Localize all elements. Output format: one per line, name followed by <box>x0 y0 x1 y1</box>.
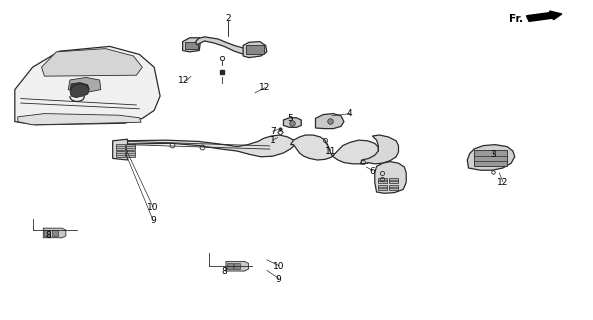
Text: 12: 12 <box>259 83 271 92</box>
Text: 10: 10 <box>147 203 159 212</box>
Polygon shape <box>126 151 135 157</box>
Text: 8: 8 <box>221 267 227 276</box>
Text: 4: 4 <box>347 109 353 118</box>
Polygon shape <box>361 135 398 164</box>
Polygon shape <box>43 228 66 238</box>
Text: 12: 12 <box>497 178 509 187</box>
Polygon shape <box>15 46 160 125</box>
Text: 12: 12 <box>178 76 190 85</box>
Polygon shape <box>42 49 142 76</box>
Text: 2: 2 <box>225 14 231 23</box>
Polygon shape <box>116 135 295 157</box>
Polygon shape <box>226 261 248 271</box>
Polygon shape <box>227 263 232 269</box>
Polygon shape <box>70 83 89 98</box>
Polygon shape <box>315 114 344 129</box>
Text: 9: 9 <box>276 275 282 284</box>
Polygon shape <box>113 139 127 160</box>
Polygon shape <box>44 230 50 236</box>
Polygon shape <box>183 38 200 52</box>
Text: Fr.: Fr. <box>509 14 523 24</box>
Polygon shape <box>467 145 515 170</box>
Text: 11: 11 <box>325 147 337 156</box>
Polygon shape <box>246 45 264 54</box>
Polygon shape <box>18 114 141 125</box>
Polygon shape <box>378 185 387 190</box>
Polygon shape <box>474 150 507 166</box>
Polygon shape <box>378 178 387 183</box>
Polygon shape <box>52 230 58 236</box>
Polygon shape <box>375 162 406 193</box>
Polygon shape <box>234 263 240 269</box>
Polygon shape <box>283 118 301 127</box>
Text: 5: 5 <box>288 114 294 123</box>
Polygon shape <box>68 77 101 92</box>
Text: 8: 8 <box>46 231 52 240</box>
Polygon shape <box>116 144 125 150</box>
Text: 3: 3 <box>490 150 496 159</box>
Text: 7: 7 <box>270 127 276 136</box>
Polygon shape <box>389 178 398 183</box>
Polygon shape <box>116 151 125 157</box>
Polygon shape <box>126 144 135 150</box>
Polygon shape <box>185 42 198 49</box>
Text: 10: 10 <box>273 262 285 271</box>
Text: 9: 9 <box>150 216 156 225</box>
Polygon shape <box>243 42 267 58</box>
Polygon shape <box>389 185 398 190</box>
Polygon shape <box>196 37 249 54</box>
Text: 1: 1 <box>270 136 276 145</box>
Polygon shape <box>291 135 378 164</box>
FancyArrow shape <box>527 11 562 21</box>
Text: 6: 6 <box>369 167 375 176</box>
